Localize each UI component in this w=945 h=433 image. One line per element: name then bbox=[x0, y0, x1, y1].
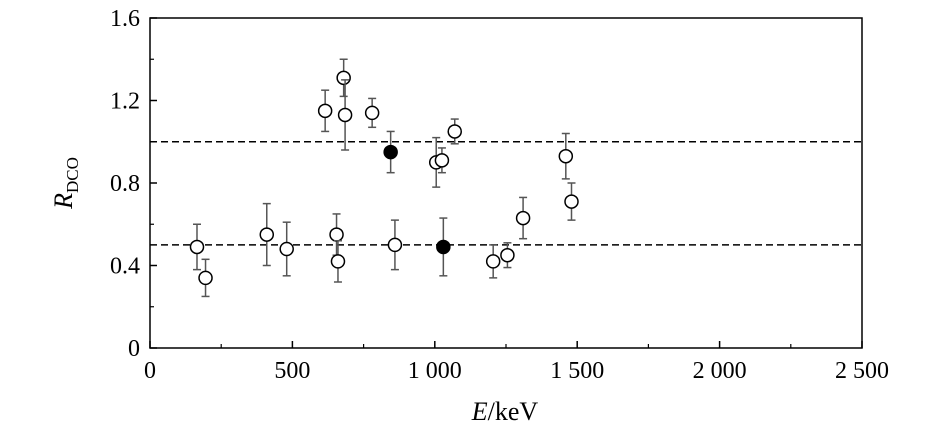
x-axis-label-symbol: E bbox=[471, 397, 488, 426]
filled-data-point bbox=[383, 130, 398, 174]
plot-frame bbox=[149, 17, 863, 349]
open-data-point bbox=[336, 58, 351, 98]
x-tick-label: 2 500 bbox=[835, 358, 889, 384]
x-tick-label: 500 bbox=[274, 358, 310, 384]
x-axis-label-unit: /keV bbox=[488, 397, 539, 426]
open-data-point bbox=[447, 118, 462, 145]
data-marker bbox=[329, 227, 344, 242]
open-data-point bbox=[279, 221, 294, 277]
data-marker bbox=[364, 105, 380, 121]
x-tick-label: 2 000 bbox=[693, 358, 747, 384]
open-data-point bbox=[500, 242, 515, 269]
open-data-point bbox=[189, 223, 205, 271]
plot-area: 0 0.4 0.8 1.2 1.6 0 500 1 000 1 500 2 000 2 500 bbox=[110, 6, 889, 384]
open-data-point bbox=[515, 196, 531, 240]
y-tick-label: 0.4 bbox=[110, 254, 140, 280]
data-marker bbox=[387, 237, 403, 253]
open-data-point bbox=[198, 258, 213, 298]
y-tick-label: 1.2 bbox=[110, 89, 140, 115]
open-data-point bbox=[337, 79, 353, 151]
open-data-point bbox=[434, 147, 450, 174]
y-axis-label-subscript: DCO bbox=[63, 157, 82, 193]
data-marker bbox=[336, 70, 351, 86]
x-tick-label: 1 500 bbox=[550, 358, 604, 384]
data-marker bbox=[434, 153, 450, 168]
y-tick-label: 0 bbox=[128, 336, 140, 362]
open-data-point bbox=[564, 182, 579, 221]
open-data-point bbox=[387, 219, 403, 271]
open-data-point bbox=[259, 202, 275, 267]
data-marker bbox=[564, 194, 579, 209]
filled-data-point bbox=[436, 217, 451, 277]
open-data-point bbox=[364, 97, 380, 129]
open-data-point bbox=[317, 89, 333, 133]
x-tick-label: 0 bbox=[144, 358, 156, 384]
data-marker bbox=[383, 144, 398, 160]
data-marker bbox=[259, 227, 275, 242]
open-data-point bbox=[558, 132, 574, 180]
data-marker bbox=[500, 247, 515, 263]
y-axis-label-symbol: R bbox=[49, 193, 78, 210]
x-axis-label: E/keV bbox=[471, 397, 539, 426]
open-data-point bbox=[330, 240, 346, 283]
open-data-point bbox=[485, 244, 501, 279]
data-marker bbox=[189, 239, 205, 255]
data-marker bbox=[436, 239, 451, 255]
data-marker bbox=[198, 270, 213, 286]
data-marker bbox=[337, 107, 353, 123]
data-marker bbox=[317, 103, 333, 119]
data-marker bbox=[330, 254, 346, 269]
open-data-point bbox=[329, 213, 344, 256]
y-tick-label: 0.8 bbox=[110, 171, 140, 197]
data-marker bbox=[485, 254, 501, 269]
y-tick-label: 1.6 bbox=[110, 6, 140, 32]
x-tick-label: 1 000 bbox=[408, 358, 462, 384]
data-marker bbox=[515, 210, 531, 226]
data-marker bbox=[558, 148, 574, 164]
data-marker bbox=[447, 124, 462, 139]
data-marker bbox=[279, 241, 294, 257]
y-axis-label: RDCO bbox=[49, 157, 82, 210]
